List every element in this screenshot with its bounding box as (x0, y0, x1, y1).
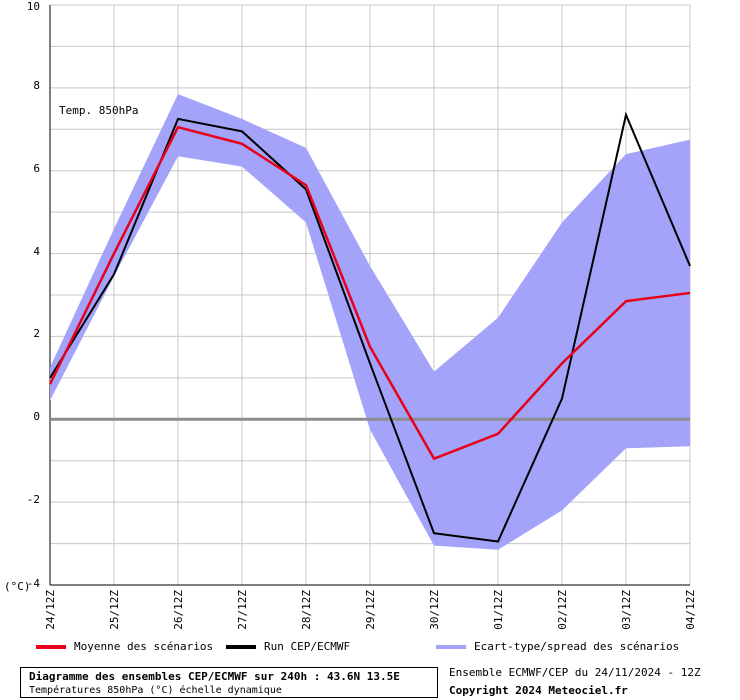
spread-band (50, 94, 690, 550)
x-tick-label: 02/12Z (556, 590, 569, 630)
spread-area (50, 94, 690, 550)
y-tick-label: 8 (33, 78, 40, 92)
legend-swatch-run (226, 645, 256, 649)
y-tick-label: 10 (26, 0, 40, 13)
run-info: Ensemble ECMWF/CEP du 24/11/2024 - 12Z (449, 666, 701, 679)
x-tick-label: 30/12Z (428, 590, 441, 630)
y-tick-label: -4 (26, 577, 40, 590)
unit-label: (°C) (4, 580, 31, 593)
y-tick-label: 4 (33, 244, 40, 258)
legend-label-spread: Ecart-type/spread des scénarios (474, 640, 680, 653)
x-tick-label: 28/12Z (300, 590, 313, 630)
x-tick-labels: 24/12Z 25/12Z 26/12Z 27/12Z 28/12Z 29/12Z 30/1… (44, 590, 697, 630)
legend-swatch-mean (36, 645, 66, 649)
x-tick-label: 26/12Z (172, 590, 185, 630)
x-tick-label: 27/12Z (236, 590, 249, 630)
legend-swatch-spread (436, 645, 466, 649)
x-tick-label: 25/12Z (108, 590, 121, 630)
y-tick-label: 6 (33, 161, 40, 175)
legend-label-run: Run CEP/ECMWF (264, 640, 351, 653)
x-tick-label: 03/12Z (620, 590, 633, 630)
x-tick-label: 04/12Z (684, 590, 697, 630)
footer-subtitle: Températures 850hPa (°C) échelle dynamiq… (29, 685, 282, 696)
y-tick-label: 2 (33, 327, 40, 341)
legend-label-mean: Moyenne des scénarios (74, 640, 214, 653)
y-tick-label: -2 (26, 493, 40, 507)
series-line-mean (48, 125, 691, 461)
y-tick-label: 0 (33, 410, 40, 424)
x-tick-label: 24/12Z (44, 590, 57, 630)
chart-annotation: Temp. 850hPa (59, 104, 139, 117)
footer-box: Diagramme des ensembles CEP/ECMWF sur 24… (20, 667, 438, 698)
x-tick-label: 29/12Z (364, 590, 377, 630)
footer-title: Diagramme des ensembles CEP/ECMWF sur 24… (29, 670, 400, 683)
copyright: Copyright 2024 Meteociel.fr (449, 684, 628, 697)
x-tick-label: 01/12Z (492, 590, 505, 630)
series-lines (48, 111, 691, 543)
